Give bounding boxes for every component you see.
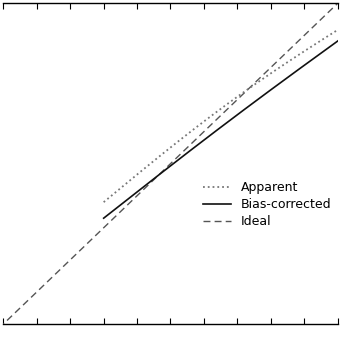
Legend: Apparent, Bias-corrected, Ideal: Apparent, Bias-corrected, Ideal: [204, 181, 331, 228]
